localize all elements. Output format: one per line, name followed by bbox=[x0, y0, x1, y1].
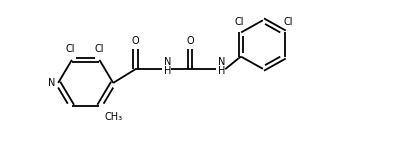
Text: CH₃: CH₃ bbox=[104, 112, 122, 122]
Text: Cl: Cl bbox=[94, 44, 104, 54]
Text: H: H bbox=[218, 66, 225, 76]
Text: Cl: Cl bbox=[234, 17, 243, 27]
Text: H: H bbox=[163, 66, 171, 76]
Text: N: N bbox=[163, 57, 171, 67]
Text: O: O bbox=[131, 36, 139, 46]
Text: N: N bbox=[218, 57, 225, 67]
Text: N: N bbox=[47, 78, 55, 88]
Text: O: O bbox=[186, 36, 193, 46]
Text: Cl: Cl bbox=[65, 44, 75, 54]
Text: Cl: Cl bbox=[282, 17, 292, 27]
